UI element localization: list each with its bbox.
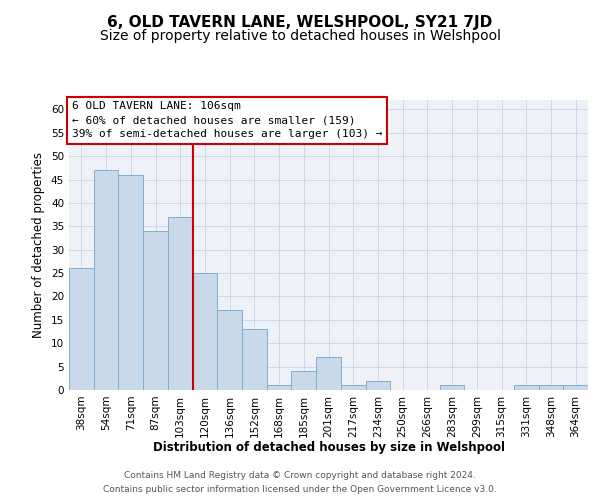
Y-axis label: Number of detached properties: Number of detached properties [32, 152, 46, 338]
Bar [316, 358, 341, 390]
Bar [440, 386, 464, 390]
Bar [292, 372, 316, 390]
Text: 6 OLD TAVERN LANE: 106sqm
← 60% of detached houses are smaller (159)
39% of semi: 6 OLD TAVERN LANE: 106sqm ← 60% of detac… [71, 102, 382, 140]
Bar [341, 386, 365, 390]
Bar [118, 175, 143, 390]
Bar [217, 310, 242, 390]
Bar [69, 268, 94, 390]
Bar [365, 380, 390, 390]
Bar [514, 386, 539, 390]
Text: 6, OLD TAVERN LANE, WELSHPOOL, SY21 7JD: 6, OLD TAVERN LANE, WELSHPOOL, SY21 7JD [107, 15, 493, 30]
Bar [267, 386, 292, 390]
Bar [563, 386, 588, 390]
Text: Contains HM Land Registry data © Crown copyright and database right 2024.: Contains HM Land Registry data © Crown c… [124, 472, 476, 480]
Text: Contains public sector information licensed under the Open Government Licence v3: Contains public sector information licen… [103, 484, 497, 494]
Bar [242, 329, 267, 390]
Text: Size of property relative to detached houses in Welshpool: Size of property relative to detached ho… [100, 29, 500, 43]
Bar [94, 170, 118, 390]
Bar [539, 386, 563, 390]
Bar [168, 217, 193, 390]
Text: Distribution of detached houses by size in Welshpool: Distribution of detached houses by size … [153, 441, 505, 454]
Bar [193, 273, 217, 390]
Bar [143, 231, 168, 390]
